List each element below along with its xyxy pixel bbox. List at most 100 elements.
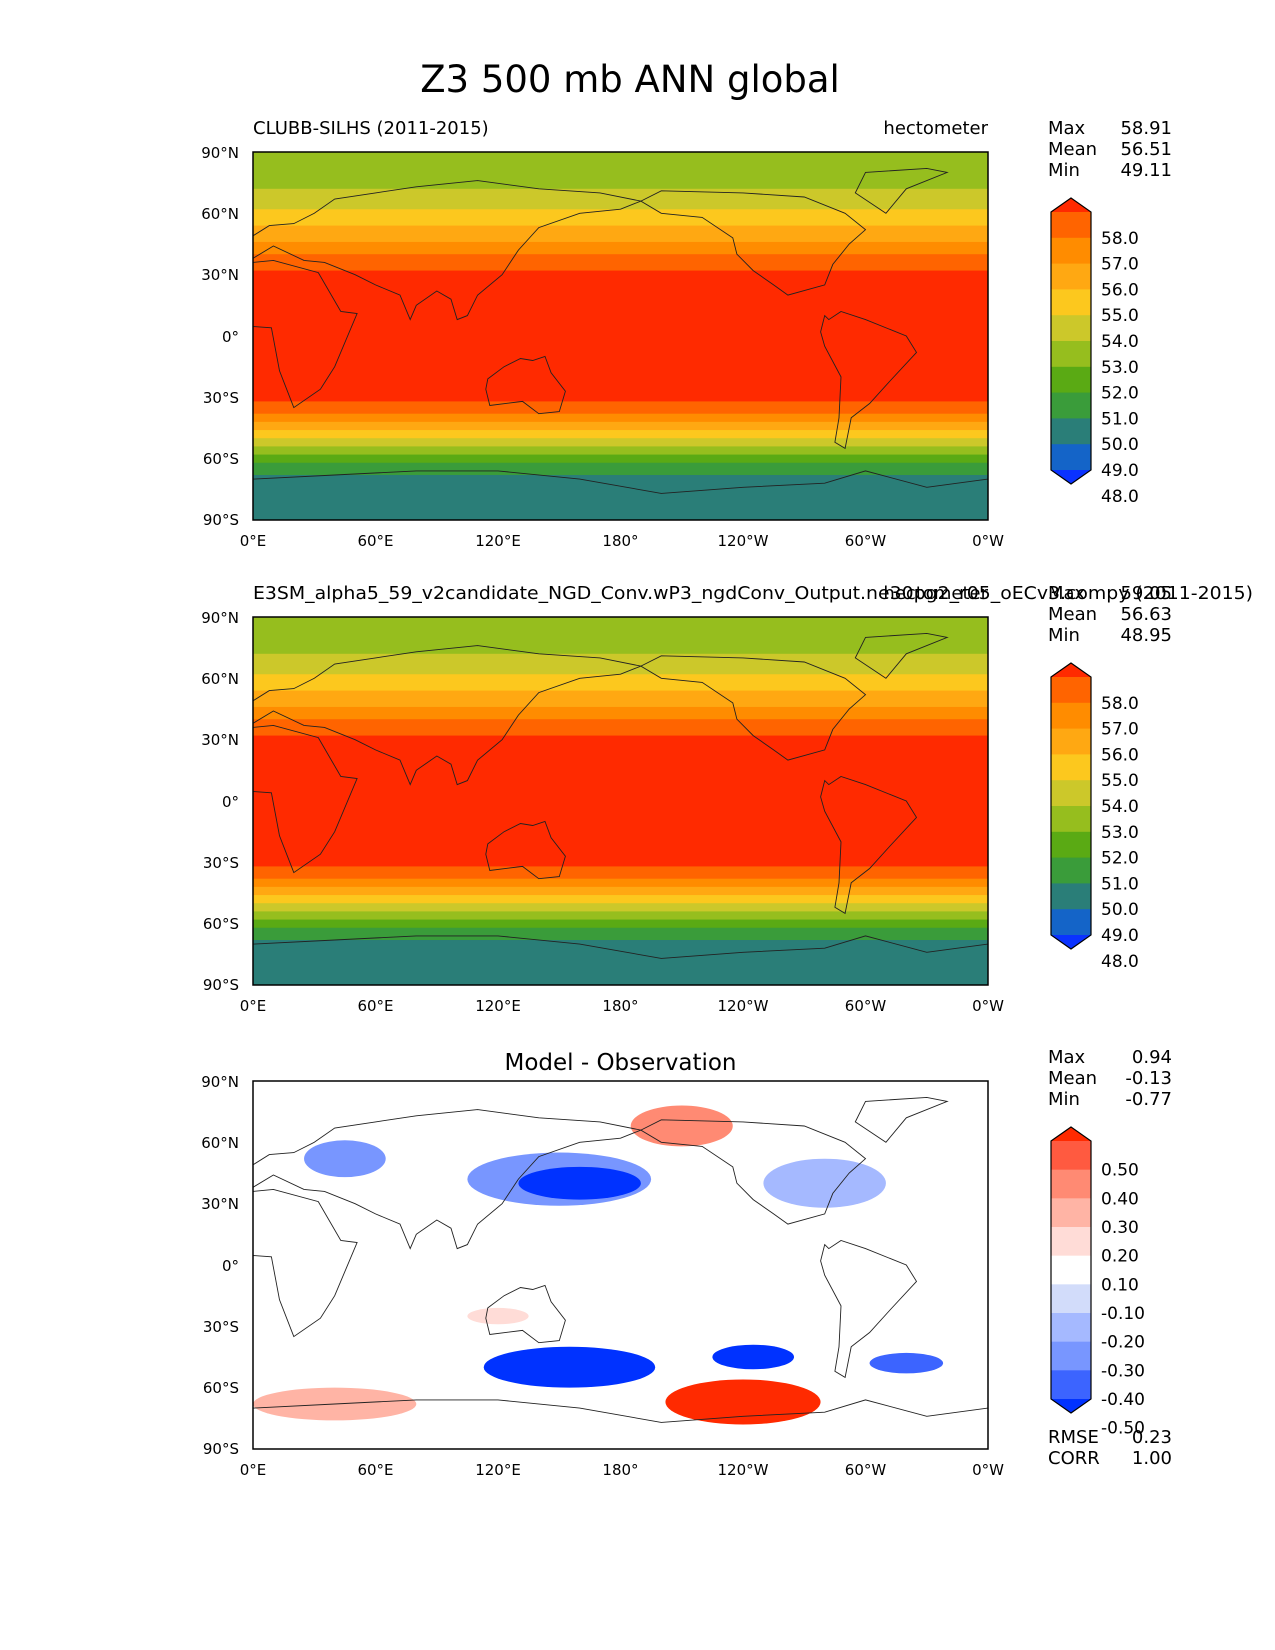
field-band bbox=[253, 356, 988, 362]
field-band bbox=[253, 976, 988, 982]
field-band bbox=[253, 882, 988, 888]
colorbar-tick-label: 57.0 bbox=[1101, 255, 1139, 275]
colorbar-swatch bbox=[1051, 728, 1091, 755]
stat-value: 48.95 bbox=[1120, 625, 1172, 646]
lon-tick-label: 120°E bbox=[475, 1461, 521, 1479]
field-band bbox=[253, 360, 988, 366]
colorbar-tick-label: 54.0 bbox=[1101, 332, 1139, 352]
stat-label: Max bbox=[1048, 583, 1086, 604]
field-band bbox=[253, 192, 988, 198]
panel-difference-title: Model - Observation bbox=[504, 1050, 736, 1076]
field-band bbox=[253, 931, 988, 937]
field-band bbox=[253, 495, 988, 501]
lat-tick-label: 60°S bbox=[203, 1379, 239, 1397]
field-band bbox=[253, 796, 988, 802]
field-band bbox=[253, 421, 988, 427]
panel-test-left-title: CLUBB-SILHS (2011-2015) bbox=[253, 118, 489, 139]
stat-value: 56.63 bbox=[1120, 604, 1172, 625]
field-band bbox=[253, 735, 988, 741]
field-band bbox=[253, 286, 988, 292]
field-band bbox=[253, 821, 988, 827]
field-band bbox=[253, 768, 988, 773]
field-band bbox=[253, 670, 988, 675]
field-band bbox=[253, 915, 988, 921]
field-band bbox=[253, 315, 988, 321]
coastline bbox=[485, 820, 566, 880]
colorbar-tick-label: -0.20 bbox=[1101, 1333, 1145, 1353]
stat-label: Max bbox=[1048, 1047, 1086, 1068]
field-band bbox=[253, 262, 988, 268]
stat-value: 56.51 bbox=[1120, 139, 1172, 160]
lat-tick-label: 60°S bbox=[203, 450, 239, 468]
colorbar-swatch bbox=[1051, 831, 1091, 859]
colorbar-tick-label: 49.0 bbox=[1101, 461, 1139, 481]
colorbar-outline bbox=[1050, 662, 1092, 950]
lat-tick-label: 30°S bbox=[203, 389, 239, 407]
field-band bbox=[253, 813, 988, 818]
field-band bbox=[253, 176, 988, 182]
colorbar-tick-label: 58.0 bbox=[1101, 694, 1139, 714]
field-band bbox=[253, 205, 988, 210]
colorbar-swatch bbox=[1051, 1341, 1091, 1371]
field-band bbox=[253, 890, 988, 896]
field-band bbox=[253, 870, 988, 876]
field-band bbox=[253, 899, 988, 904]
lon-tick-label: 0°E bbox=[240, 532, 267, 550]
stat-label: Min bbox=[1048, 625, 1080, 646]
colorbar-swatch bbox=[1051, 857, 1091, 884]
lon-tick-label: 60°W bbox=[845, 1461, 887, 1479]
lon-tick-label: 60°E bbox=[357, 1461, 393, 1479]
colorbar-swatch bbox=[1051, 754, 1091, 781]
field-band bbox=[253, 229, 988, 235]
lon-tick-label: 0°E bbox=[240, 997, 267, 1015]
field-band bbox=[253, 209, 988, 214]
colorbar-tick-label: 52.0 bbox=[1101, 384, 1139, 404]
stats-reference: Max 59.05 Mean 56.63 Min 48.95 bbox=[1048, 583, 1172, 646]
colorbar-outline bbox=[1050, 197, 1092, 485]
field-band bbox=[253, 266, 988, 272]
field-band bbox=[253, 405, 988, 411]
field-band bbox=[253, 682, 988, 688]
lat-tick-label: 30°N bbox=[201, 266, 239, 284]
stat-value: 58.91 bbox=[1120, 118, 1172, 139]
field-band bbox=[253, 911, 988, 917]
field-band bbox=[253, 450, 988, 456]
field-band bbox=[253, 878, 988, 884]
lon-tick-label: 180° bbox=[602, 997, 638, 1015]
field-band bbox=[253, 241, 988, 247]
field-band bbox=[253, 233, 988, 239]
colorbar-tick-label: 48.0 bbox=[1101, 487, 1139, 507]
colorbar-tick-label: -0.50 bbox=[1101, 1419, 1145, 1439]
stat-value: -0.77 bbox=[1125, 1089, 1172, 1110]
colorbar-tick-label: 50.0 bbox=[1101, 435, 1139, 455]
field-band bbox=[253, 817, 988, 823]
colorbar-tick-label: 55.0 bbox=[1101, 771, 1139, 791]
stat-value: -0.13 bbox=[1125, 1068, 1172, 1089]
field-band bbox=[253, 499, 988, 505]
field-band bbox=[253, 743, 988, 749]
colorbar-swatch bbox=[1051, 883, 1091, 910]
field-band bbox=[253, 246, 988, 251]
field-band bbox=[253, 927, 988, 933]
coastline bbox=[253, 470, 988, 520]
coastline bbox=[639, 190, 867, 296]
field-band bbox=[253, 352, 988, 358]
lat-tick-label: 0° bbox=[222, 1257, 239, 1275]
field-band bbox=[253, 895, 988, 900]
lat-tick-group: 90°N 60°N 30°N 0° 30°S 60°S 90°S bbox=[201, 609, 239, 994]
field-band bbox=[253, 621, 988, 626]
field-band bbox=[253, 711, 988, 716]
colorbar-tick-label: 52.0 bbox=[1101, 849, 1139, 869]
field-band bbox=[253, 291, 988, 296]
colorbar-swatch bbox=[1051, 1169, 1091, 1199]
field-band bbox=[253, 653, 988, 659]
map-reference bbox=[253, 617, 988, 985]
field-band bbox=[253, 409, 988, 415]
colorbar-tick-label: -0.40 bbox=[1101, 1390, 1145, 1410]
lon-tick-label: 60°E bbox=[357, 997, 393, 1015]
field-band bbox=[253, 250, 988, 255]
field-band bbox=[253, 368, 988, 374]
lat-tick-label: 0° bbox=[222, 328, 239, 346]
field-band bbox=[253, 299, 988, 304]
field-band bbox=[253, 919, 988, 925]
